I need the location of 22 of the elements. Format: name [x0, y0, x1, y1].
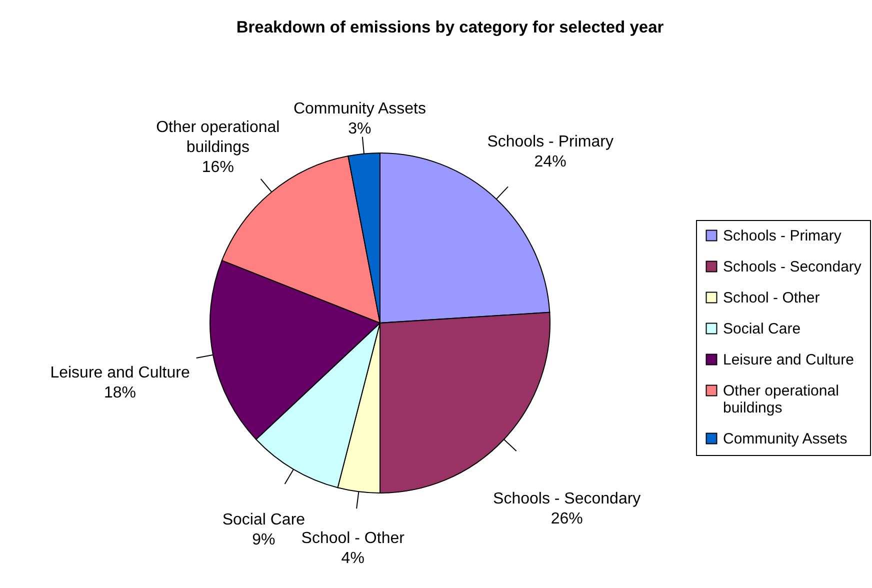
legend-label: Social Care [723, 320, 801, 338]
data-label: 9% [252, 532, 276, 549]
legend-label: Community Assets [723, 430, 848, 448]
legend-label: Leisure and Culture [723, 352, 854, 368]
slice-label: Social Care [222, 512, 306, 529]
data-label: 4% [341, 550, 364, 567]
slice-label: Community Assets [293, 100, 426, 118]
data-label: 16% [202, 159, 234, 176]
legend-label: Schools - Secondary [723, 258, 862, 276]
chart-title: Breakdown of emissions by category for selected year [236, 18, 664, 36]
legend-label: School - Other [723, 290, 820, 306]
legend-label: Other operational buildings [723, 382, 839, 416]
data-label: 24% [534, 154, 566, 171]
legend-label: Schools - Primary [723, 228, 842, 244]
slice-label: School - Other [301, 530, 406, 547]
slice-label: Leisure and Culture [50, 364, 190, 382]
slice-label: Schools - Secondary [493, 490, 641, 508]
slice-label: Other operational buildings [156, 119, 280, 156]
data-label: 18% [104, 384, 136, 402]
slice-label: Schools - Primary [487, 134, 614, 151]
data-label: 26% [550, 510, 583, 528]
data-label: 3% [348, 120, 372, 138]
